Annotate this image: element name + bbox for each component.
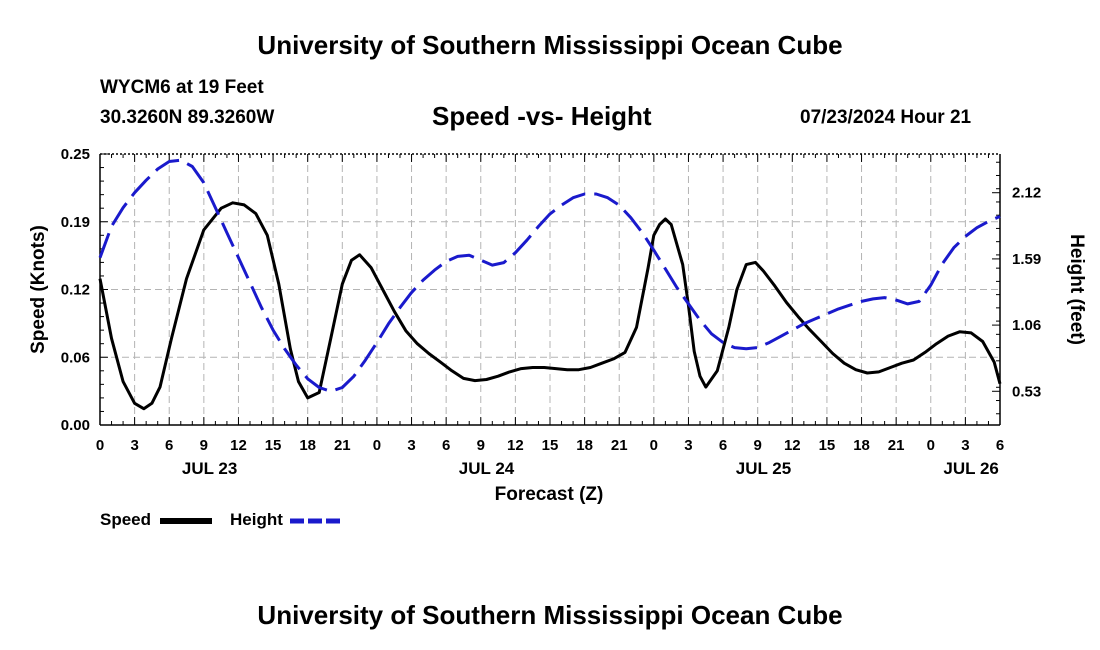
x-tick-label: 6	[719, 437, 727, 454]
x-tick-label: 18	[299, 437, 316, 454]
y-left-tick-label: 0.19	[61, 214, 90, 231]
footer-title: University of Southern Mississippi Ocean…	[257, 600, 843, 630]
x-tick-label: 15	[265, 437, 282, 454]
x-tick-label: 9	[754, 437, 762, 454]
legend-speed-label: Speed	[100, 510, 152, 529]
x-date-label: JUL 24	[459, 459, 515, 478]
x-date-label: JUL 23	[182, 459, 237, 478]
y-right-tick-label: 2.12	[1012, 185, 1041, 202]
chart-title: University of Southern Mississippi Ocean…	[257, 30, 843, 60]
x-tick-label: 21	[888, 437, 905, 454]
x-tick-label: 6	[996, 437, 1004, 454]
y-right-tick-label: 1.06	[1012, 317, 1041, 334]
x-tick-label: 0	[650, 437, 658, 454]
y-left-tick-label: 0.06	[61, 349, 90, 366]
x-tick-label: 9	[477, 437, 485, 454]
x-tick-label: 21	[611, 437, 628, 454]
chart-subtitle: Speed -vs- Height	[432, 101, 652, 131]
x-tick-label: 21	[334, 437, 351, 454]
x-date-label: JUL 25	[736, 459, 791, 478]
x-date-label: JUL 26	[943, 459, 998, 478]
x-tick-label: 6	[442, 437, 450, 454]
height-series-line	[98, 158, 1001, 393]
legend-height-label: Height	[230, 510, 283, 529]
x-tick-label: 0	[927, 437, 935, 454]
x-tick-label: 12	[784, 437, 801, 454]
y-left-tick-label: 0.12	[61, 282, 90, 299]
y-left-axis-title: Speed (Knots)	[28, 225, 49, 354]
x-tick-label: 12	[230, 437, 247, 454]
x-tick-label: 3	[961, 437, 969, 454]
y-left-tick-label: 0.00	[61, 417, 90, 434]
x-tick-label: 0	[96, 437, 104, 454]
x-tick-label: 9	[200, 437, 208, 454]
y-right-tick-label: 0.53	[1012, 383, 1041, 400]
station-label: WYCM6 at 19 Feet	[100, 77, 264, 98]
x-tick-label: 3	[130, 437, 138, 454]
x-tick-label: 3	[407, 437, 415, 454]
x-tick-label: 12	[507, 437, 524, 454]
y-left-tick-label: 0.25	[61, 146, 90, 163]
coordinates-label: 30.3260N 89.3260W	[100, 107, 275, 128]
x-tick-label: 15	[819, 437, 836, 454]
x-tick-label: 6	[165, 437, 173, 454]
forecast-datetime: 07/23/2024 Hour 21	[800, 107, 972, 128]
x-tick-label: 15	[542, 437, 559, 454]
x-tick-label: 18	[853, 437, 870, 454]
x-tick-label: 18	[576, 437, 593, 454]
x-axis-title: Forecast (Z)	[495, 484, 604, 505]
speed-series-line	[98, 201, 1002, 411]
x-tick-label: 0	[373, 437, 381, 454]
y-right-tick-label: 1.59	[1012, 251, 1041, 268]
x-tick-label: 3	[684, 437, 692, 454]
y-right-axis-title: Height (feet)	[1066, 234, 1087, 345]
legend-height-swatch	[290, 518, 342, 524]
legend-speed-swatch	[160, 518, 212, 524]
